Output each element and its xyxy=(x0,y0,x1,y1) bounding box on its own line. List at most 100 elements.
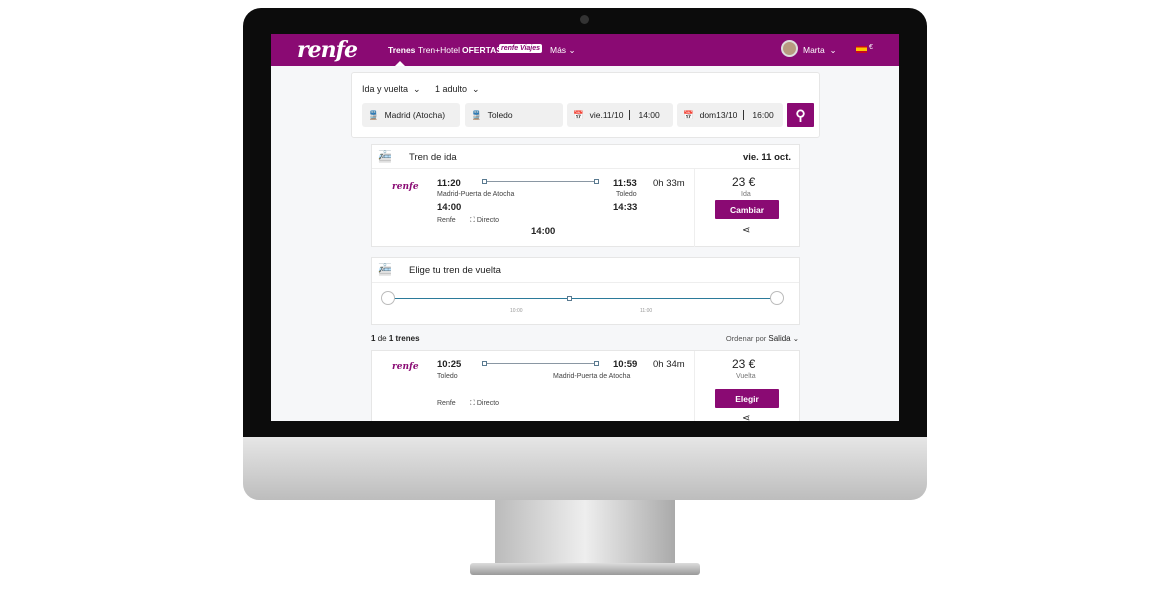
nav-tren-hotel[interactable]: Tren+Hotel xyxy=(418,45,460,55)
train-icon: 🚈 xyxy=(378,151,392,163)
share-icon[interactable]: ⋖ xyxy=(742,413,751,421)
time-label: 14:00 xyxy=(531,226,556,237)
sort-select[interactable]: Ordenar por Salida ⌄ xyxy=(725,334,799,343)
choose-button[interactable]: Elegir xyxy=(715,389,779,408)
fare-type: Vuelta xyxy=(736,373,756,380)
duration: 0h 34m xyxy=(653,359,685,370)
arrival-station: Toledo xyxy=(616,191,637,198)
departure-time: 11:20 xyxy=(437,178,461,189)
destination-value: Toledo xyxy=(487,110,513,120)
operator: Renfe xyxy=(437,400,456,407)
trip-type-value: Ida y vuelta xyxy=(362,84,409,94)
route-end xyxy=(594,179,599,184)
price: 23 € xyxy=(732,175,756,189)
seat-icon: ⛶ xyxy=(470,217,475,224)
return-picker-card: 🚈 Elige tu tren de vuelta 10:00 11:00 xyxy=(371,257,800,325)
user-menu[interactable]: Marta ⌄ xyxy=(803,45,837,56)
trip-type-select[interactable]: Ida y vuelta ⌄ xyxy=(362,84,421,94)
slider-handle-end[interactable] xyxy=(770,291,784,305)
out-date: vie.11/10 xyxy=(589,110,624,120)
arrival-station: Madrid-Puerta de Atocha xyxy=(553,373,631,380)
slider-marker xyxy=(567,296,572,301)
fare-type: Ida xyxy=(741,191,751,198)
passengers-value: 1 adulto xyxy=(435,84,468,94)
top-nav: renfe Trenes Tren+Hotel OFERTAS renfe Vi… xyxy=(271,34,899,66)
tick-label: 10:00 xyxy=(510,308,523,314)
of: de xyxy=(377,334,387,343)
slider-handle-start[interactable] xyxy=(381,291,395,305)
renfe-logo: renfe xyxy=(392,362,419,372)
share-icon[interactable]: ⋖ xyxy=(742,225,751,236)
screen: renfe Trenes Tren+Hotel OFERTAS renfe Vi… xyxy=(271,34,899,421)
chevron-down-icon: ⌄ xyxy=(829,45,837,55)
sort-label: Ordenar por xyxy=(725,334,767,343)
renfe-viajes-link[interactable]: renfe Viajes xyxy=(499,44,543,53)
departure-station: Madrid-Puerta de Atocha xyxy=(437,191,515,198)
tick-label: 11:00 xyxy=(640,308,653,314)
nav-mas[interactable]: Más ⌄ xyxy=(550,45,576,56)
outbound-date: vie. 11 oct. xyxy=(742,152,791,163)
origin-field[interactable]: 🚆 Madrid (Atocha) xyxy=(362,103,460,127)
renfe-logo: renfe xyxy=(392,182,419,192)
return-title: Elige tu tren de vuelta xyxy=(409,265,501,276)
train-icon: 🚈 xyxy=(378,264,392,276)
passengers-select[interactable]: 1 adulto ⌄ xyxy=(435,84,480,94)
currency[interactable]: € xyxy=(869,44,873,51)
search-panel: Ida y vuelta ⌄ 1 adulto ⌄ 🚆 Madrid (Atoch… xyxy=(351,72,820,138)
monitor-base xyxy=(470,563,700,575)
spain-flag-icon[interactable] xyxy=(856,46,867,53)
search-icon: ⚲ xyxy=(795,106,806,123)
route-line xyxy=(487,181,595,182)
departure-station: Toledo xyxy=(437,373,458,380)
calendar-icon: 📅 xyxy=(573,109,584,120)
arrival-time: 10:59 xyxy=(613,359,638,370)
price: 23 € xyxy=(732,357,756,371)
camera xyxy=(580,15,589,24)
destination-field[interactable]: 🚆 Toledo xyxy=(465,103,563,127)
sort-value: Salida xyxy=(768,334,791,343)
calendar-icon: 📅 xyxy=(683,109,694,120)
ret-time: 16:00 xyxy=(743,110,774,120)
time-slider-track[interactable] xyxy=(388,298,778,299)
ret-date: dom13/10 xyxy=(699,110,738,120)
count: 1 xyxy=(371,334,376,343)
renfe-logo[interactable]: renfe xyxy=(297,37,358,63)
direct-label: Directo xyxy=(476,400,500,407)
operator: Renfe xyxy=(437,217,456,224)
route-end xyxy=(594,361,599,366)
arrival-time-2: 14:33 xyxy=(613,202,638,213)
train-icon: 🚆 xyxy=(471,109,482,120)
outbound-title: Tren de ida xyxy=(409,152,457,163)
nav-trenes[interactable]: Trenes xyxy=(388,45,416,55)
return-train-card: renfe 10:25 Toledo 10:59 Madrid-Puerta d… xyxy=(371,350,800,421)
seat-icon: ⛶ xyxy=(470,400,475,407)
avatar[interactable] xyxy=(781,40,798,57)
outbound-date-field[interactable]: 📅 vie.11/10 14:00 xyxy=(567,103,673,127)
arrival-time: 11:53 xyxy=(613,178,637,189)
out-time: 14:00 xyxy=(629,110,660,120)
nav-ofertas[interactable]: OFERTAS xyxy=(462,45,502,55)
route-start xyxy=(482,179,487,184)
monitor-stand xyxy=(495,500,675,568)
departure-time: 10:25 xyxy=(437,359,462,370)
train-icon: 🚆 xyxy=(368,109,379,120)
monitor-chin xyxy=(243,437,927,500)
departure-time-2: 14:00 xyxy=(437,202,462,213)
active-indicator xyxy=(395,61,405,66)
direct-label: Directo xyxy=(476,217,500,224)
route-start xyxy=(482,361,487,366)
chevron-down-icon: ⌄ xyxy=(568,45,576,55)
user-name: Marta xyxy=(803,45,825,55)
route-line xyxy=(487,363,595,364)
duration: 0h 33m xyxy=(653,178,685,189)
origin-value: Madrid (Atocha) xyxy=(384,110,446,120)
search-button[interactable]: ⚲ xyxy=(787,103,814,127)
total: 1 trenes xyxy=(388,334,420,343)
return-date-field[interactable]: 📅 dom13/10 16:00 xyxy=(677,103,783,127)
direct-info: ⛶ Directo xyxy=(470,400,499,408)
outbound-card: 🚈 Tren de ida vie. 11 oct. renfe 11:20 M… xyxy=(371,144,800,247)
results-count: 1 de 1 trenes xyxy=(371,334,420,343)
direct-info: ⛶ Directo xyxy=(470,217,499,225)
change-button[interactable]: Cambiar xyxy=(715,200,779,219)
mas-label: Más xyxy=(550,45,567,55)
